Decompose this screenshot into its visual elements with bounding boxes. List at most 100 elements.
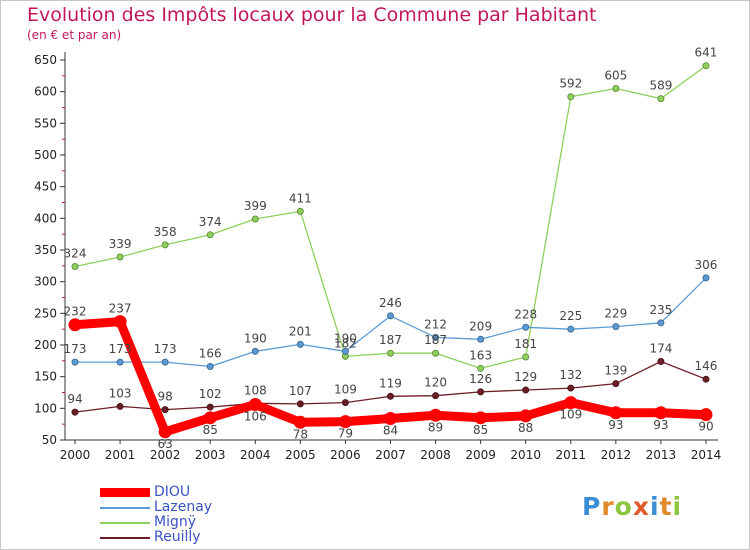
x-tick-label: 2013: [646, 448, 677, 462]
data-point-diou: [113, 315, 127, 329]
data-point-lazenay: [612, 323, 620, 331]
y-tick-label: 450: [34, 180, 57, 194]
data-point-lazenay: [432, 333, 440, 341]
data-point-diou: [338, 415, 352, 429]
x-tick-label: 2006: [330, 448, 361, 462]
data-label-diou: 93: [653, 418, 668, 432]
legend-label-migny: Mignÿ: [154, 514, 197, 530]
data-point-diou: [293, 415, 307, 429]
data-label-reuilly: 103: [109, 386, 132, 400]
data-label-reuilly: 129: [514, 370, 537, 384]
legend-label-diou: DIOU: [154, 484, 191, 500]
data-label-mign: 374: [199, 215, 222, 229]
data-label-reuilly: 139: [604, 364, 627, 378]
data-point-lazenay: [477, 335, 485, 343]
data-label-reuilly: 120: [424, 376, 447, 390]
x-tick-label: 2004: [240, 448, 271, 462]
data-point-mign: [116, 253, 124, 261]
data-point-mign: [251, 215, 259, 223]
data-label-lazenay: 212: [424, 317, 447, 331]
data-point-lazenay: [386, 312, 394, 320]
data-point-reuilly: [702, 375, 710, 383]
data-point-diou: [609, 406, 623, 420]
data-label-mign: 187: [424, 333, 447, 347]
y-tick-label: 600: [34, 85, 57, 99]
data-label-reuilly: 102: [199, 387, 222, 401]
y-tick-label: 150: [34, 370, 57, 384]
data-label-mign: 163: [469, 348, 492, 362]
x-tick-label: 2014: [691, 448, 722, 462]
data-label-diou: 79: [338, 427, 353, 441]
data-point-mign: [702, 62, 710, 70]
data-label-diou: 85: [473, 423, 488, 437]
data-point-lazenay: [702, 274, 710, 282]
data-point-diou: [383, 411, 397, 425]
legend-swatch-diou: [100, 488, 150, 497]
data-label-lazenay: 201: [289, 324, 312, 338]
chart-title: Evolution des Impôts locaux pour la Comm…: [27, 4, 597, 26]
data-label-lazenay: 235: [649, 303, 672, 317]
data-point-lazenay: [251, 347, 259, 355]
data-point-diou: [519, 409, 533, 423]
legend-swatch-migny: [100, 521, 150, 524]
data-label-diou: 84: [383, 423, 398, 437]
data-label-lazenay: 190: [244, 331, 267, 345]
data-label-mign: 605: [604, 69, 627, 83]
data-label-mign: 589: [649, 79, 672, 93]
data-point-reuilly: [477, 388, 485, 396]
data-label-mign: 399: [244, 199, 267, 213]
data-label-diou: 109: [559, 408, 582, 422]
data-point-diou: [654, 406, 668, 420]
y-tick-label: 500: [34, 148, 57, 162]
data-point-mign: [567, 93, 575, 101]
legend-item-lazenay: Lazenay: [100, 500, 212, 515]
data-point-reuilly: [386, 392, 394, 400]
legend-item-diou: DIOU: [100, 485, 212, 500]
data-label-diou: 78: [293, 427, 308, 441]
series-line-mign: [74, 65, 707, 370]
data-point-reuilly: [116, 402, 124, 410]
data-label-lazenay: 306: [695, 258, 718, 272]
data-label-mign: 324: [64, 246, 87, 260]
x-tick-label: 2007: [375, 448, 406, 462]
data-label-mign: 187: [379, 333, 402, 347]
data-point-reuilly: [567, 384, 575, 392]
x-tick-label: 2008: [420, 448, 451, 462]
data-point-reuilly: [161, 406, 169, 414]
data-label-reuilly: 146: [695, 359, 718, 373]
data-point-lazenay: [296, 340, 304, 348]
data-label-reuilly: 108: [244, 383, 267, 397]
y-tick-label: 650: [34, 53, 57, 67]
x-tick-label: 2009: [465, 448, 496, 462]
legend-swatch-lazenay: [100, 506, 150, 509]
chart-subtitle: (en € et par an): [27, 28, 122, 42]
data-label-diou: 63: [157, 437, 172, 451]
data-point-lazenay: [116, 358, 124, 366]
data-point-reuilly: [206, 403, 214, 411]
x-tick-label: 2005: [285, 448, 316, 462]
data-point-diou: [248, 398, 262, 412]
data-label-mign: 411: [289, 191, 312, 205]
data-label-lazenay: 190: [334, 331, 357, 345]
data-point-lazenay: [161, 358, 169, 366]
x-tick-label: 2002: [150, 448, 181, 462]
x-tick-label: 2011: [555, 448, 586, 462]
data-point-mign: [71, 262, 79, 270]
y-tick-label: 50: [42, 433, 57, 447]
y-tick-label: 300: [34, 275, 57, 289]
logo-letter: x: [632, 492, 650, 521]
y-tick-label: 550: [34, 116, 57, 130]
legend-item-reuilly: Reuilly: [100, 530, 212, 545]
data-point-mign: [657, 95, 665, 103]
data-label-mign: 592: [559, 77, 582, 91]
data-label-reuilly: 174: [649, 341, 672, 355]
data-label-reuilly: 94: [67, 392, 82, 406]
y-tick-label: 250: [34, 306, 57, 320]
data-point-diou: [699, 408, 713, 422]
data-label-reuilly: 119: [379, 376, 402, 390]
data-label-diou: 106: [244, 410, 267, 424]
data-point-lazenay: [522, 323, 530, 331]
y-tick-label: 100: [34, 401, 57, 415]
data-label-diou: 237: [109, 302, 132, 316]
